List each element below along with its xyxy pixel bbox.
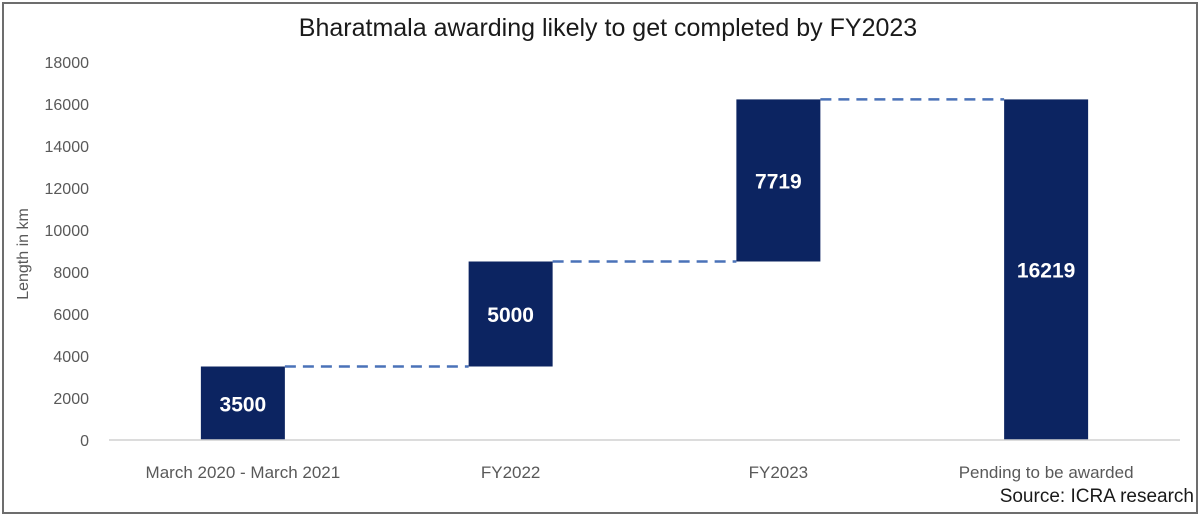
connector-lines [284, 98, 1005, 368]
waterfall-chart: Bharatmala awarding likely to get comple… [15, 14, 1194, 507]
y-tick-label: 6000 [53, 307, 89, 324]
bar-value-label: 3500 [220, 393, 267, 416]
bar-2 [468, 261, 553, 367]
y-tick-label: 18000 [45, 55, 90, 72]
y-tick-label: 8000 [53, 265, 89, 282]
y-tick-label: 12000 [45, 181, 90, 198]
y-tick-label: 10000 [45, 223, 90, 240]
x-category-label: March 2020 - March 2021 [146, 463, 341, 482]
y-tick-label: 2000 [53, 391, 89, 408]
bar-4 [1004, 99, 1089, 440]
x-category-label: FY2023 [749, 463, 809, 482]
bar-value-label: 16219 [1017, 260, 1075, 283]
chart-title: Bharatmala awarding likely to get comple… [299, 14, 917, 42]
source-note: Source: ICRA research [1000, 486, 1194, 507]
y-axis-ticks: 0 2000 4000 6000 8000 10000 12000 14000 16000 180… [45, 55, 90, 450]
bar-value-label: 7719 [755, 170, 802, 193]
x-category-label: FY2022 [481, 463, 541, 482]
bar-value-label: 5000 [487, 304, 534, 327]
y-tick-label: 0 [80, 433, 89, 450]
y-tick-label: 4000 [53, 349, 89, 366]
x-category-label: Pending to be awarded [959, 463, 1134, 482]
bars [200, 99, 1089, 440]
y-tick-label: 14000 [45, 139, 90, 156]
bar-value-labels: 3500 5000 7719 16219 [220, 170, 1076, 416]
bar-3 [736, 99, 821, 262]
y-tick-label: 16000 [45, 97, 90, 114]
bar-1 [200, 366, 285, 440]
x-axis-categories: March 2020 - March 2021 FY2022 FY2023 Pendi… [146, 463, 1134, 482]
y-axis-title: Length in km [15, 208, 32, 300]
